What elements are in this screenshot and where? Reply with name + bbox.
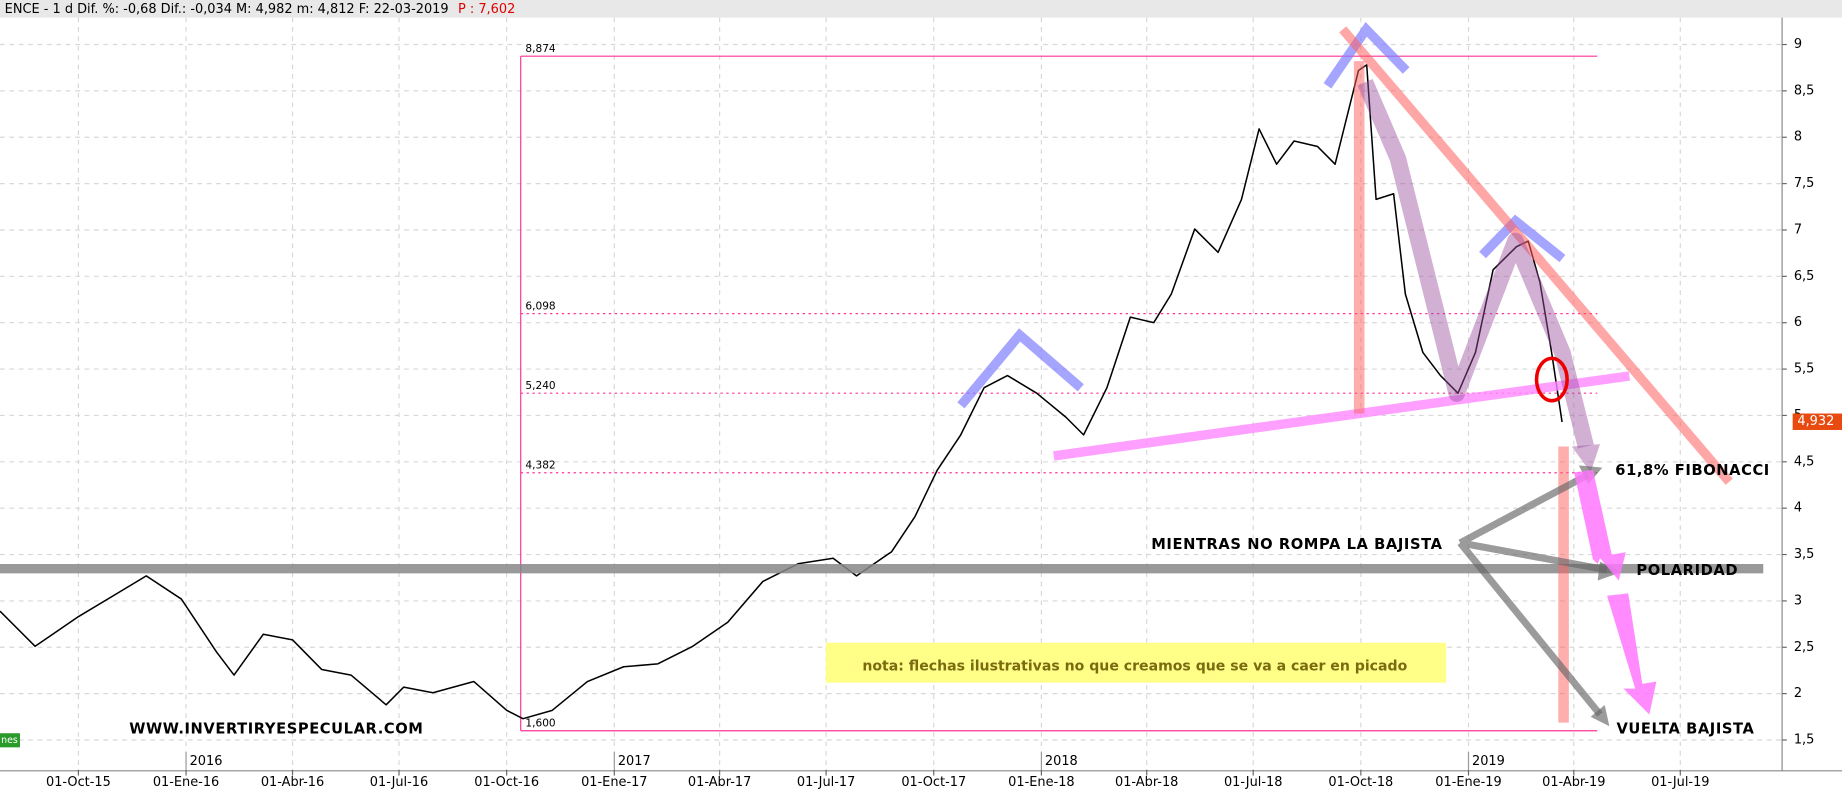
x-tick-label: 01-Jul-19	[1651, 775, 1709, 790]
support-line	[1053, 371, 1631, 461]
annotation: VUELTA BAJISTA	[1616, 721, 1754, 738]
x-tick-label: 01-Jul-18	[1224, 775, 1282, 790]
x-tick-label: 01-Oct-18	[1328, 775, 1393, 790]
x-tick-label: 01-Jul-17	[797, 775, 855, 790]
x-tick-label: 01-Abr-17	[688, 775, 751, 790]
title-price: P : 7,602	[458, 2, 515, 17]
last-price-label: 4,932	[1797, 414, 1834, 429]
year-label: 2017	[618, 754, 651, 769]
y-tick-label: 6,5	[1794, 269, 1815, 284]
y-tick-label: 7,5	[1794, 176, 1815, 191]
y-tick-label: 4	[1794, 501, 1802, 516]
y-tick-label: 1,5	[1794, 732, 1815, 747]
y-tick-label: 8,5	[1794, 83, 1815, 98]
volume-tag-text: nes	[1, 735, 18, 746]
arrow-head	[1590, 705, 1610, 727]
gray-arrow	[1457, 540, 1603, 717]
arrow-head	[1597, 561, 1622, 581]
pink-arrow	[1607, 593, 1657, 715]
y-tick-label: 7	[1794, 222, 1802, 237]
pink-arrow	[1574, 470, 1626, 581]
x-tick-label: 01-Abr-16	[261, 775, 324, 790]
x-tick-label: 01-Ene-16	[153, 775, 219, 790]
year-label: 2019	[1472, 754, 1505, 769]
fib-label: 5,240	[525, 380, 556, 392]
gray-arrow	[1459, 539, 1608, 574]
x-tick-label: 01-Abr-18	[1115, 775, 1178, 790]
y-tick-label: 6	[1794, 315, 1802, 330]
fib-label: 8,874	[525, 43, 556, 55]
header-bar	[0, 0, 1842, 18]
x-tick-label: 01-Ene-17	[581, 775, 647, 790]
x-tick-label: 01-Oct-17	[901, 775, 966, 790]
peak-marker	[1479, 214, 1566, 263]
y-tick-label: 3	[1794, 593, 1802, 608]
y-tick-label: 5,5	[1794, 362, 1815, 377]
plot: 8,874 6,098 5,240 4,382 1,600	[0, 43, 1598, 732]
volume-tag	[0, 733, 20, 748]
fib-label: 1,600	[525, 718, 556, 730]
trend-line	[1339, 26, 1733, 485]
x-tick-label: 01-Oct-15	[46, 775, 111, 790]
y-tick-label: 8	[1794, 130, 1802, 145]
arrow-head	[1571, 444, 1601, 473]
y-tick-label: 9	[1794, 37, 1802, 52]
break-circle	[1534, 356, 1569, 403]
year-label: 2018	[1045, 754, 1078, 769]
annotation: WWW.INVERTIRYESPECULAR.COM	[129, 721, 423, 738]
chart-title: ENCE - 1 d Dif. %: -0,68 Dif.: -0,034 M:…	[5, 2, 449, 17]
fib-label: 4,382	[525, 460, 555, 472]
peak-marker	[957, 328, 1084, 409]
price-line	[0, 64, 1563, 720]
y-tick-label: 2	[1794, 686, 1802, 701]
x-tick-label: 01-Ene-19	[1435, 775, 1501, 790]
fib-label: 6,098	[525, 301, 555, 313]
annotation: 61,8% FIBONACCI	[1615, 462, 1770, 479]
y-tick-label: 4,5	[1794, 454, 1815, 469]
annotation: MIENTRAS NO ROMPA LA BAJISTA	[1151, 536, 1442, 553]
gray-arrow	[1458, 471, 1590, 546]
note-box	[825, 642, 1447, 683]
y-tick-label: 3,5	[1794, 547, 1815, 562]
annotations	[0, 21, 1764, 748]
annotation: POLARIDAD	[1636, 562, 1738, 579]
note-text: nota: flechas ilustrativas no que creamo…	[862, 658, 1407, 674]
y-tick-label: 2,5	[1794, 640, 1815, 655]
x-tick-label: 01-Ene-18	[1008, 775, 1074, 790]
last-price-box	[1792, 413, 1842, 430]
x-tick-label: 01-Abr-19	[1542, 775, 1605, 790]
x-tick-label: 01-Oct-16	[474, 775, 539, 790]
peak-marker	[1323, 21, 1410, 89]
x-tick-label: 01-Jul-16	[370, 775, 428, 790]
year-label: 2016	[190, 754, 223, 769]
